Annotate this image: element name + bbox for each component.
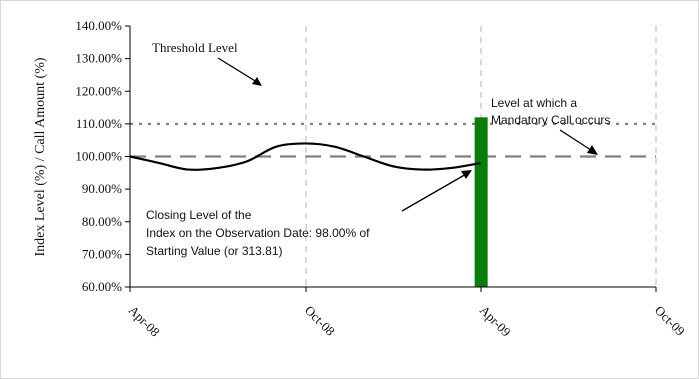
mandatory-annotation-line1: Level at which a — [491, 96, 577, 110]
threshold-arrow-line — [217, 57, 261, 85]
y-tick-label: 90.00% — [82, 181, 122, 196]
threshold-annotation: Threshold Level — [152, 40, 238, 55]
y-tick-label: 80.00% — [82, 214, 122, 229]
index-level-line — [129, 142, 481, 171]
closing-annotation-line1: Closing Level of the — [146, 208, 252, 222]
bar-layer — [474, 117, 488, 287]
y-tick-label: 130.00% — [75, 51, 122, 66]
y-tick-labels: 60.00% 70.00% 80.00% 90.00% 100.00% 110.00% 12… — [75, 18, 122, 294]
closing-annotation-line2: Index on the Observation Date: 98.00% of — [146, 226, 370, 240]
closing-annotation-line3: Starting Value (or 313.81) — [146, 244, 283, 258]
y-tick-label: 60.00% — [82, 279, 122, 294]
x-tick-label: Oct-09 — [652, 303, 688, 339]
x-tick-label: Apr-08 — [126, 303, 163, 340]
closing-arrow-line — [401, 172, 469, 212]
y-tick-label: 70.00% — [82, 246, 122, 261]
x-tick-label: Apr-09 — [477, 303, 514, 340]
axes — [125, 25, 657, 292]
y-tick-label: 120.00% — [75, 83, 122, 98]
x-tick-label: Oct-08 — [302, 303, 338, 339]
y-tick-label: 110.00% — [76, 116, 122, 131]
closing-arrowhead — [461, 170, 472, 179]
call-amount-bar — [474, 117, 488, 287]
x-tick-labels: Apr-08 Oct-08 Apr-09 Oct-09 — [126, 303, 688, 340]
y-axis-label: Index Level (%) / Call Amount (%) — [33, 57, 48, 256]
y-tick-label: 140.00% — [75, 18, 122, 33]
y-tick-label: 100.00% — [75, 149, 122, 164]
mandatory-arrow-line — [559, 129, 595, 153]
reference-lines — [130, 122, 656, 158]
mandatory-annotation-line2: Mandatory Call occurs — [491, 113, 610, 127]
mandatory-arrowhead — [587, 145, 598, 155]
series-layer — [129, 142, 481, 171]
threshold-arrowhead — [252, 77, 262, 86]
